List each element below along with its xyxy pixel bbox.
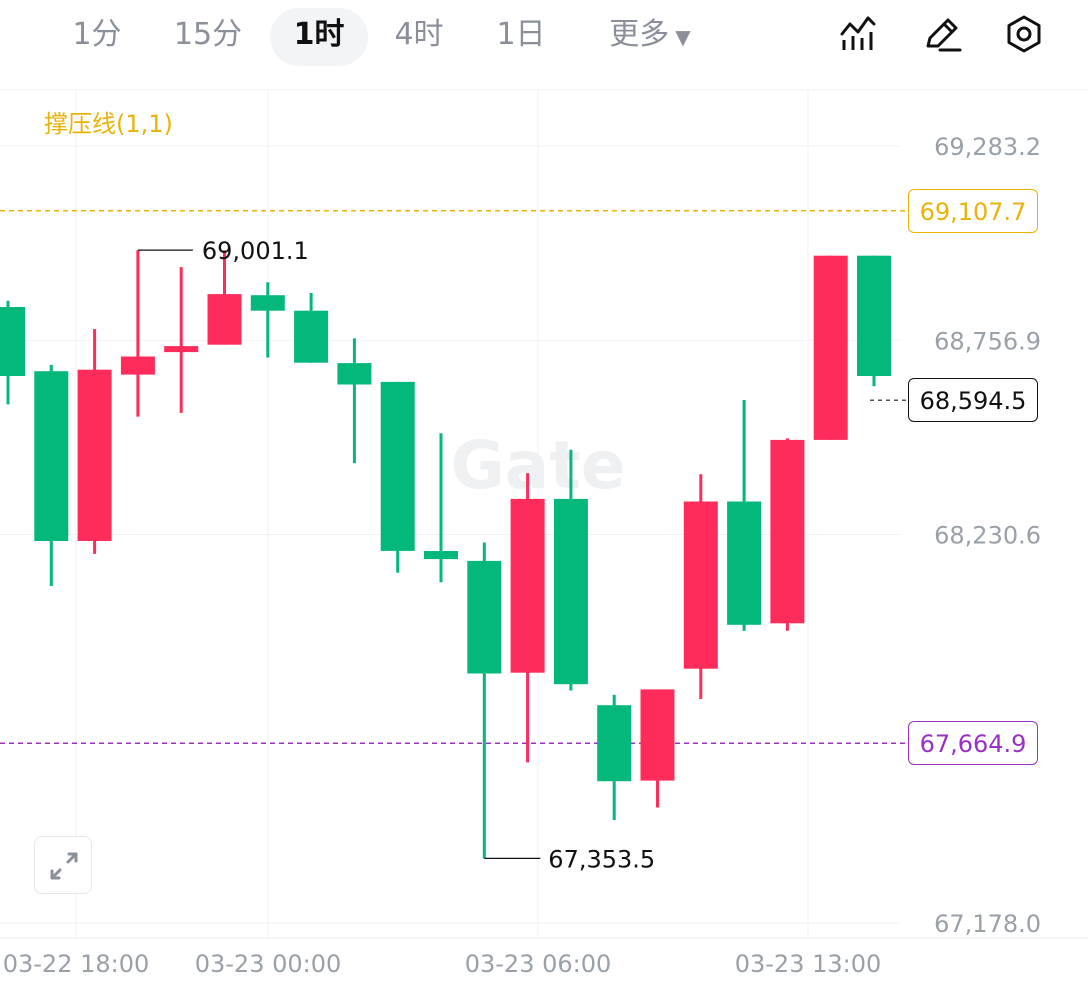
candle-1 xyxy=(34,364,69,586)
x-tick-label-3: 03-23 13:00 xyxy=(735,950,882,978)
low-price-label: 67,353.5 xyxy=(548,845,655,873)
more-timeframes-dropdown[interactable]: 更多 ▼ xyxy=(588,8,712,66)
candle-16 xyxy=(683,474,718,699)
candle-body xyxy=(34,371,69,541)
candle-9 xyxy=(380,381,415,573)
candle-body xyxy=(0,307,25,376)
candle-body xyxy=(207,294,242,345)
candle-17 xyxy=(727,400,762,631)
candle-7 xyxy=(294,293,329,363)
candle-14 xyxy=(597,694,632,820)
x-tick-label-2: 03-23 06:00 xyxy=(465,950,612,978)
resistance-price-tag: 69,107.7 xyxy=(908,188,1038,233)
more-label: 更多 xyxy=(609,17,670,52)
y-tick-label-0: 69,283.2 xyxy=(934,133,1041,161)
candle-body xyxy=(337,363,372,385)
expand-arrows-icon xyxy=(50,852,78,880)
candle-5 xyxy=(207,250,242,345)
candle-10 xyxy=(424,433,458,583)
candle-body xyxy=(424,551,458,560)
candle-4 xyxy=(164,267,199,413)
settings-gear-icon[interactable] xyxy=(1004,14,1044,54)
current-price-tag: 68,594.5 xyxy=(908,378,1038,423)
candle-body xyxy=(640,689,675,781)
timeframe-15m[interactable]: 15分 xyxy=(173,17,243,52)
x-tick-label-0: 03-22 18:00 xyxy=(3,950,150,978)
indicator-icon[interactable] xyxy=(838,14,878,54)
high-price-label: 69,001.1 xyxy=(202,237,309,265)
y-tick-label-3: 67,178.0 xyxy=(934,910,1041,938)
candle-11 xyxy=(467,542,502,859)
candle-13 xyxy=(553,449,588,691)
caret-down-icon: ▼ xyxy=(675,25,691,49)
candle-body xyxy=(294,310,329,363)
timeframe-1h[interactable]: 1时 xyxy=(270,8,368,66)
timeframe-toolbar: 1分 15分 1时 4时 1日 更多 ▼ xyxy=(0,0,1088,70)
y-tick-label-2: 68,230.6 xyxy=(934,522,1041,550)
candle-body xyxy=(553,498,588,685)
timeframe-1d[interactable]: 1日 xyxy=(496,17,546,52)
candle-0 xyxy=(0,300,25,405)
timeframe-4h[interactable]: 4时 xyxy=(394,17,444,52)
candle-3 xyxy=(120,250,155,417)
indicator-label[interactable]: 撑压线(1,1) xyxy=(44,110,173,138)
candle-body xyxy=(380,381,415,551)
candle-6 xyxy=(250,282,285,358)
timeframe-1m[interactable]: 1分 xyxy=(72,17,122,52)
candle-15 xyxy=(640,689,675,808)
fullscreen-button[interactable] xyxy=(34,836,92,894)
candle-12 xyxy=(510,473,545,763)
y-axis: 69,283.2 68,756.9 68,230.6 67,178.0 xyxy=(934,133,1041,938)
candle-19 xyxy=(813,255,848,440)
candle-2 xyxy=(77,329,112,554)
candle-body xyxy=(467,560,502,674)
candle-body xyxy=(250,295,285,311)
x-axis: 03-22 18:00 03-23 00:00 03-23 06:00 03-23 1… xyxy=(3,950,882,978)
candle-body xyxy=(120,356,155,375)
draw-pen-icon[interactable] xyxy=(922,14,962,54)
chart-grid xyxy=(0,90,1088,939)
x-tick-label-1: 03-23 00:00 xyxy=(195,950,342,978)
candle-body xyxy=(770,439,805,624)
candle-body xyxy=(77,369,112,541)
candles-layer xyxy=(0,250,891,859)
watermark-gate: Gate xyxy=(450,427,625,504)
candle-body xyxy=(164,346,199,353)
candle-body xyxy=(510,498,545,673)
support-price-tag: 67,664.9 xyxy=(908,721,1038,766)
candle-body xyxy=(597,705,632,782)
candle-body xyxy=(727,501,762,625)
candle-body xyxy=(813,255,848,440)
candle-20 xyxy=(857,255,891,387)
candle-body xyxy=(857,255,891,376)
y-tick-label-1: 68,756.9 xyxy=(934,327,1041,355)
candle-18 xyxy=(770,438,805,631)
candle-body xyxy=(683,501,718,669)
candle-8 xyxy=(337,338,372,464)
